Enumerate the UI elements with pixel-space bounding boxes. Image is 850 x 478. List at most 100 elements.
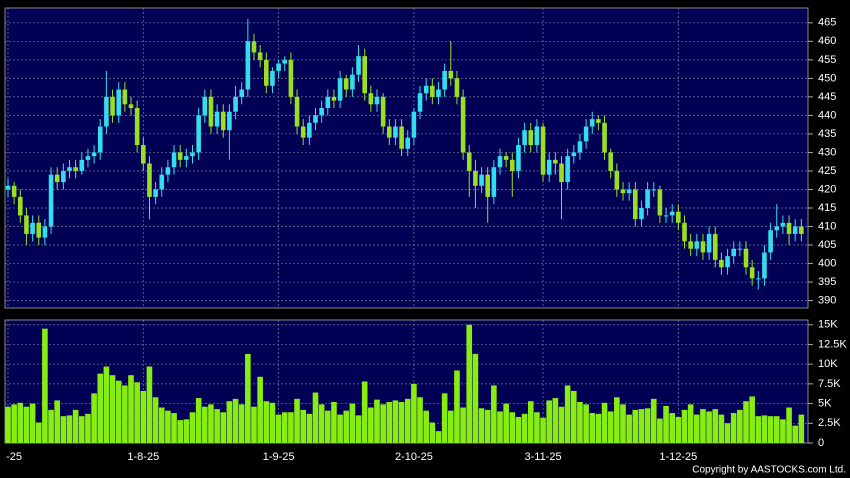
volume-bar [441, 393, 448, 443]
x-tick-label: 1-8-25 [127, 451, 159, 463]
volume-bar [300, 409, 306, 443]
candle-body [288, 59, 294, 97]
candle-body [719, 259, 724, 268]
candle-body [497, 156, 503, 168]
candle-body [337, 78, 343, 101]
volume-bar [423, 410, 429, 443]
candle-body [700, 241, 706, 253]
candle-body [147, 163, 152, 197]
candle-body [651, 189, 657, 191]
candle-body [633, 189, 638, 220]
candle-body [399, 126, 404, 149]
candle-body [171, 152, 177, 168]
candle-body [485, 174, 490, 197]
candle-body [737, 248, 743, 250]
candle-body [466, 152, 472, 171]
volume-bar [497, 411, 503, 443]
volume-bar [294, 398, 300, 443]
volume-bar [140, 390, 147, 443]
candle-body [368, 93, 374, 105]
candle-body [313, 115, 318, 123]
candle-body [725, 256, 730, 268]
volume-bar [232, 398, 239, 443]
price-panel [4, 7, 809, 309]
candle-body [128, 104, 134, 108]
y-tick-label: 2.5K [818, 417, 841, 429]
candle-body [380, 96, 386, 127]
x-tick-label: 1-9-25 [263, 451, 295, 463]
candle-body [184, 156, 189, 160]
candle-body [528, 130, 534, 146]
y-tick-label: 415 [818, 202, 836, 214]
y-tick-label: 405 [818, 239, 836, 251]
volume-bar [724, 423, 731, 443]
y-tick-label: 400 [818, 257, 836, 269]
candle-body [405, 137, 411, 149]
candle-body [134, 108, 140, 146]
volume-bar [638, 409, 645, 443]
volume-bar [669, 413, 675, 443]
volume-bar [632, 409, 639, 443]
y-tick-label: 10K [818, 358, 838, 370]
y-tick-label: 410 [818, 220, 836, 232]
candle-body [264, 59, 269, 86]
candle-body [356, 56, 361, 75]
volume-bar [404, 398, 411, 443]
volume-bar [780, 419, 786, 443]
candle-body [36, 222, 42, 238]
candle-body [614, 170, 620, 190]
volume-bar [312, 392, 319, 443]
volume-bar [767, 416, 774, 443]
candle-body [559, 163, 564, 183]
candle-body [276, 63, 281, 71]
candle-body [294, 96, 300, 127]
volume-bar [466, 324, 473, 443]
candle-body [491, 167, 497, 197]
candle-body [479, 174, 484, 186]
volume-bar [60, 416, 67, 443]
candle-body [270, 70, 275, 86]
volume-bar [208, 404, 214, 443]
volume-bar [706, 411, 712, 443]
volume-bar [146, 366, 153, 443]
volume-bar [11, 404, 17, 443]
volume-bar [343, 410, 350, 443]
candle-body [706, 233, 712, 253]
y-tick-label: 460 [818, 35, 836, 47]
volume-bar [564, 385, 571, 443]
volume-bar [712, 409, 719, 443]
volume-bar [700, 409, 706, 443]
candle-body [565, 156, 570, 183]
candle-body [663, 215, 669, 217]
volume-bar [122, 385, 128, 443]
x-tick-label: 2-10-25 [395, 451, 433, 463]
candle-body [91, 152, 97, 157]
volume-bar [589, 413, 596, 443]
candle-body [676, 211, 681, 223]
volume-bar [158, 407, 165, 443]
candle-body [73, 167, 78, 171]
y-tick-label: 15K [818, 319, 838, 331]
volume-bar [737, 409, 743, 443]
volume-bar [245, 353, 251, 443]
volume-bar [318, 404, 325, 443]
volume-bar [607, 411, 614, 443]
candle-body [694, 241, 700, 249]
candle-body [208, 96, 214, 127]
volume-bar [97, 373, 104, 443]
volume-bar [392, 400, 399, 443]
candle-body [220, 111, 226, 131]
volume-bar [792, 425, 798, 443]
candle-body [639, 208, 644, 220]
volume-bar [675, 416, 682, 443]
x-tick-label: 1-12-25 [659, 451, 697, 463]
candle-body [448, 70, 454, 79]
candle-body [454, 78, 460, 97]
candle-body [79, 159, 85, 171]
y-tick-label: 390 [818, 294, 836, 306]
candle-body [196, 115, 201, 153]
y-tick-label: 445 [818, 91, 836, 103]
candle-body [553, 159, 558, 164]
volume-bar [786, 407, 792, 443]
volume-bar [109, 375, 116, 443]
